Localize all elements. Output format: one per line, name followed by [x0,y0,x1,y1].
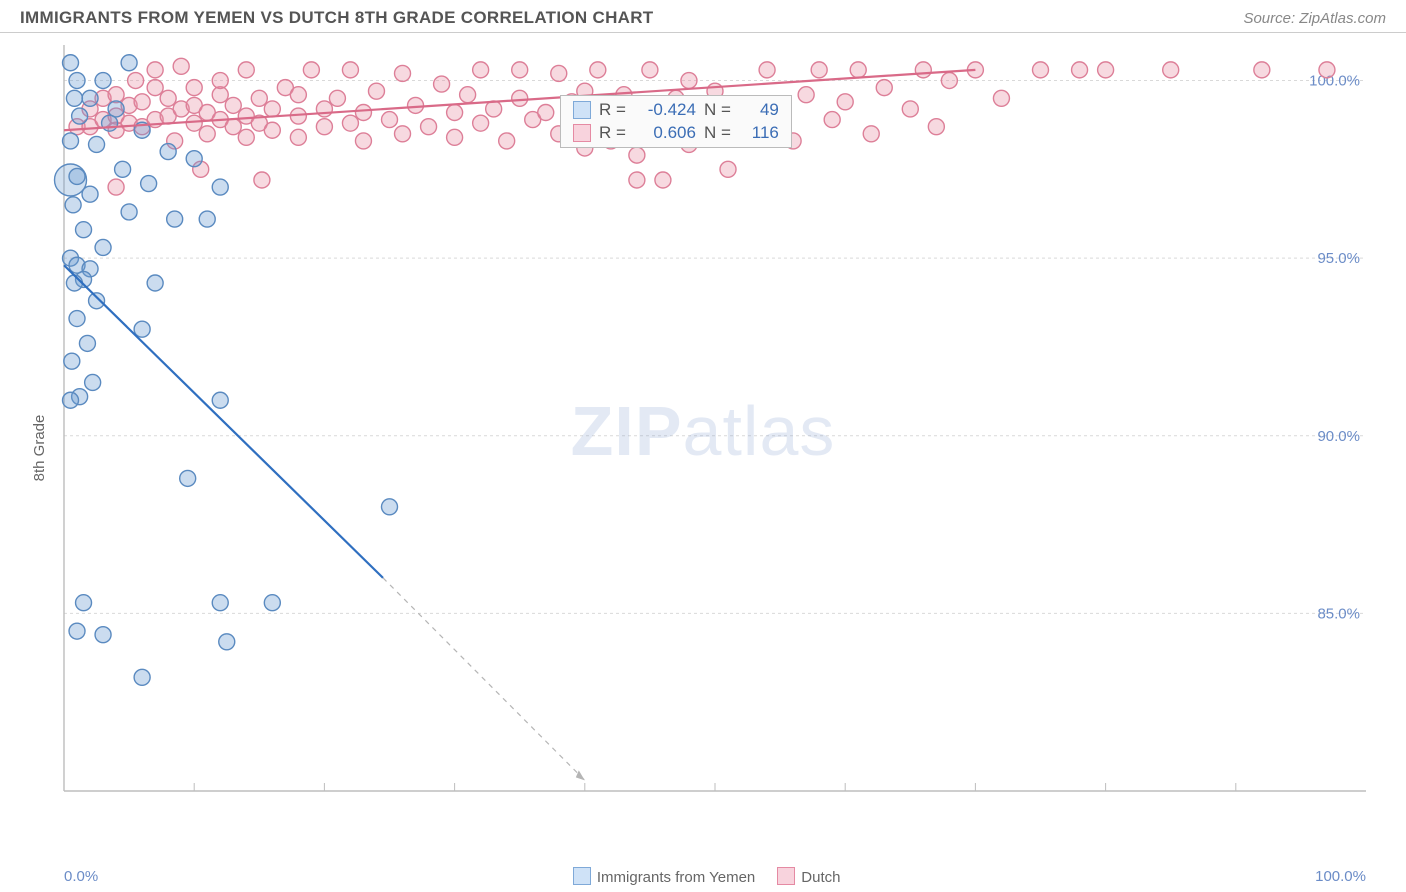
source-label: Source: ZipAtlas.com [1243,10,1386,27]
svg-text:90.0%: 90.0% [1317,428,1360,445]
stats-swatch [573,101,591,119]
stats-n-value: 49 [739,100,779,120]
x-axis-row: 0.0% Immigrants from Yemen Dutch 100.0% [0,863,1406,886]
stats-n-label: N = [704,100,731,120]
stats-row: R = 0.606 N = 116 [573,123,779,143]
x-tick-min: 0.0% [64,868,98,885]
legend-label-dutch: Dutch [801,869,840,886]
stats-r-value: 0.606 [634,123,696,143]
svg-text:85.0%: 85.0% [1317,605,1360,622]
stats-r-value: -0.424 [634,100,696,120]
stats-swatch [573,124,591,142]
y-axis-label: 8th Grade [31,415,48,482]
x-tick-max: 100.0% [1315,868,1366,885]
legend-swatch-pink [777,867,795,885]
stats-n-value: 116 [739,123,779,143]
stats-r-label: R = [599,123,626,143]
svg-text:95.0%: 95.0% [1317,250,1360,267]
chart-header: IMMIGRANTS FROM YEMEN VS DUTCH 8TH GRADE… [0,0,1406,33]
legend-label-yemen: Immigrants from Yemen [597,869,755,886]
chart-title: IMMIGRANTS FROM YEMEN VS DUTCH 8TH GRADE… [20,8,654,28]
legend: Immigrants from Yemen Dutch [573,867,841,886]
legend-item-yemen: Immigrants from Yemen [573,867,755,886]
legend-swatch-blue [573,867,591,885]
svg-text:100.0%: 100.0% [1309,73,1360,90]
legend-item-dutch: Dutch [777,867,840,886]
stats-n-label: N = [704,123,731,143]
stats-row: R = -0.424 N = 49 [573,100,779,120]
stats-r-label: R = [599,100,626,120]
chart-area: 8th Grade ZIPatlas 85.0%90.0%95.0%100.0%… [0,33,1406,863]
scatter-chart-svg: 85.0% 90.0% 95.0% 100.0% [0,33,1406,813]
correlation-stats-box: R = -0.424 N = 49 R = 0.606 N = 116 [560,95,792,148]
